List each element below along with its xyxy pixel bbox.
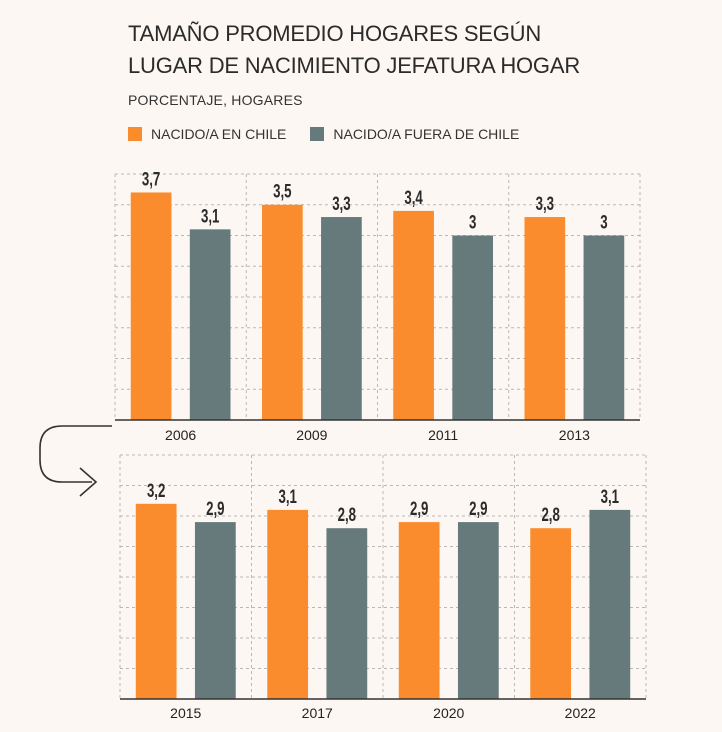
- chart-title: TAMAÑO PROMEDIO HOGARES SEGÚN LUGAR DE N…: [128, 18, 688, 82]
- data-label: 3,3: [536, 192, 554, 214]
- x-tick-label: 2015: [170, 705, 201, 721]
- bar-chile-2015: [135, 503, 177, 699]
- bar-fuera-2013: [583, 235, 625, 420]
- data-label: 2,8: [541, 504, 559, 526]
- legend-swatch-fuera: [310, 127, 325, 141]
- legend-label-fuera: NACIDO/A FUERA DE CHILE: [333, 126, 520, 142]
- bar-chile-2006: [130, 192, 172, 420]
- bar-chile-2011: [393, 210, 434, 420]
- x-tick-label: 2009: [296, 427, 327, 443]
- bar-fuera-2006: [189, 229, 231, 420]
- x-tick-label: 2020: [433, 705, 464, 721]
- x-tick-label: 2011: [428, 427, 458, 443]
- legend-swatch-chile: [128, 127, 142, 141]
- bar-fuera-2011: [452, 235, 493, 420]
- data-label: 2,9: [206, 498, 224, 520]
- x-tick-label: 2013: [559, 427, 590, 443]
- x-tick-label: 2017: [302, 705, 333, 721]
- data-label: 3,3: [332, 192, 350, 214]
- legend: NACIDO/A EN CHILE NACIDO/A FUERA DE CHIL…: [128, 126, 543, 142]
- data-label: 3,1: [278, 485, 296, 507]
- title-line-2: LUGAR DE NACIMIENTO JEFATURA HOGAR: [128, 53, 581, 78]
- bar-fuera-2017: [326, 528, 368, 699]
- data-label: 3,1: [201, 205, 219, 227]
- chart-subtitle: PORCENTAJE, HOGARES: [128, 92, 303, 108]
- bar-fuera-2022: [589, 509, 631, 699]
- data-label: 3,1: [601, 485, 619, 507]
- data-label: 2,9: [410, 498, 428, 520]
- data-label: 3,5: [273, 180, 291, 202]
- bar-chile-2009: [262, 204, 303, 420]
- bar-chile-2017: [267, 509, 309, 699]
- x-tick-label: 2022: [565, 705, 596, 721]
- bar-chile-2022: [530, 528, 572, 699]
- data-label: 3,2: [147, 479, 165, 501]
- legend-item-fuera: NACIDO/A FUERA DE CHILE: [310, 126, 519, 142]
- data-label: 2,9: [469, 498, 487, 520]
- legend-label-chile: NACIDO/A EN CHILE: [151, 126, 287, 142]
- bar-fuera-2020: [457, 522, 499, 699]
- title-line-1: TAMAÑO PROMEDIO HOGARES SEGÚN: [128, 21, 542, 46]
- bar-fuera-2009: [321, 217, 362, 420]
- data-label: 3: [600, 211, 607, 233]
- data-label: 3,7: [142, 168, 160, 190]
- legend-item-chile: NACIDO/A EN CHILE: [128, 126, 286, 142]
- data-label: 2,8: [338, 504, 356, 526]
- bar-fuera-2015: [194, 522, 236, 699]
- bar-chile-2020: [398, 522, 440, 699]
- data-label: 3,4: [404, 186, 423, 208]
- data-label: 3: [469, 211, 476, 233]
- bar-chile-2013: [524, 217, 566, 420]
- x-tick-label: 2006: [165, 427, 196, 443]
